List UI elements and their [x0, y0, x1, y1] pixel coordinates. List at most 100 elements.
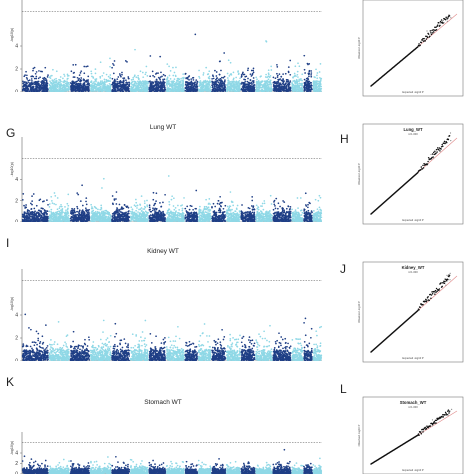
- chromosome-8-points: [165, 63, 185, 92]
- snp-point: [232, 71, 235, 74]
- snp-point: [56, 90, 58, 92]
- snp-point: [76, 85, 79, 88]
- snp-point: [264, 83, 267, 85]
- chromosome-tick-label: 3: [79, 94, 81, 98]
- chromosome-tick-label: 6: [138, 94, 140, 98]
- snp-point: [170, 80, 173, 83]
- y-axis-label: -log10(p): [10, 28, 14, 42]
- snp-point: [198, 75, 200, 78]
- snp-point: [44, 77, 47, 80]
- snp-point: [198, 77, 201, 79]
- snp-point: [265, 40, 267, 42]
- snp-point: [284, 72, 287, 75]
- snp-point: [25, 86, 27, 88]
- snp-point: [190, 88, 192, 91]
- snp-point: [58, 84, 61, 86]
- snp-point: [303, 81, 306, 84]
- snp-point: [146, 75, 149, 77]
- snp-point: [93, 215, 95, 218]
- snp-point: [273, 87, 275, 90]
- snp-point: [122, 80, 125, 82]
- chromosome-17-points: [303, 54, 313, 92]
- snp-point: [209, 86, 212, 89]
- snp-point: [67, 207, 69, 210]
- snp-point: [205, 87, 208, 90]
- snp-point: [32, 69, 34, 72]
- snp-point: [81, 204, 84, 207]
- snp-point: [38, 220, 40, 222]
- snp-point: [143, 87, 146, 89]
- snp-point: [26, 78, 29, 80]
- snp-point: [310, 88, 312, 91]
- snp-point: [244, 80, 247, 83]
- snp-point: [78, 89, 81, 92]
- snp-point: [207, 85, 210, 88]
- snp-point: [144, 73, 147, 76]
- snp-point: [167, 79, 170, 82]
- snp-point: [212, 75, 215, 78]
- snp-point: [137, 88, 139, 91]
- snp-point: [101, 82, 104, 84]
- snp-point: [127, 77, 130, 80]
- snp-point: [126, 85, 128, 88]
- snp-point: [250, 87, 253, 90]
- snp-point: [37, 209, 40, 212]
- snp-point: [30, 208, 33, 210]
- snp-point: [95, 217, 97, 220]
- snp-point: [127, 87, 129, 89]
- snp-point: [198, 69, 200, 72]
- snp-point: [82, 88, 85, 91]
- snp-point: [99, 218, 101, 221]
- snp-point: [266, 82, 269, 84]
- snp-point: [67, 74, 70, 77]
- snp-point: [27, 215, 29, 218]
- snp-point: [58, 220, 60, 222]
- snp-point: [52, 86, 55, 88]
- snp-point: [252, 77, 255, 79]
- snp-point: [35, 80, 38, 83]
- snp-point: [126, 61, 128, 63]
- snp-point: [31, 217, 34, 220]
- snp-point: [255, 83, 258, 86]
- snp-point: [30, 82, 33, 84]
- snp-point: [222, 76, 225, 79]
- chromosome-tick-label: 8: [174, 94, 176, 98]
- snp-point: [91, 210, 93, 213]
- snp-point: [159, 55, 162, 58]
- snp-point: [22, 80, 24, 83]
- snp-point: [219, 77, 222, 80]
- snp-point: [300, 84, 303, 87]
- chromosome-tick-label: 1: [34, 224, 36, 228]
- snp-point: [211, 88, 214, 91]
- snp-point: [28, 81, 30, 84]
- snp-point: [157, 81, 160, 83]
- snp-point: [34, 83, 37, 86]
- snp-point: [196, 80, 199, 83]
- snp-point: [128, 81, 130, 84]
- snp-point: [46, 210, 49, 212]
- snp-point: [26, 209, 29, 211]
- snp-point: [89, 84, 92, 86]
- snp-point: [99, 85, 102, 88]
- snp-point: [78, 216, 81, 219]
- snp-point: [109, 74, 112, 76]
- snp-point: [211, 77, 213, 80]
- snp-point: [25, 219, 28, 222]
- snp-point: [312, 88, 315, 91]
- snp-point: [94, 68, 97, 70]
- snp-point: [132, 76, 135, 79]
- snp-point: [81, 219, 83, 221]
- snp-point: [267, 91, 269, 92]
- snp-point: [218, 78, 220, 81]
- snp-point: [202, 72, 205, 74]
- snp-point: [136, 85, 139, 88]
- snp-point: [41, 90, 44, 92]
- snp-point: [211, 82, 214, 84]
- snp-point: [182, 73, 185, 75]
- snp-point: [30, 213, 33, 216]
- snp-point: [101, 74, 104, 77]
- snp-point: [24, 74, 26, 76]
- snp-point: [143, 82, 145, 85]
- snp-point: [165, 82, 168, 85]
- snp-point: [51, 220, 54, 222]
